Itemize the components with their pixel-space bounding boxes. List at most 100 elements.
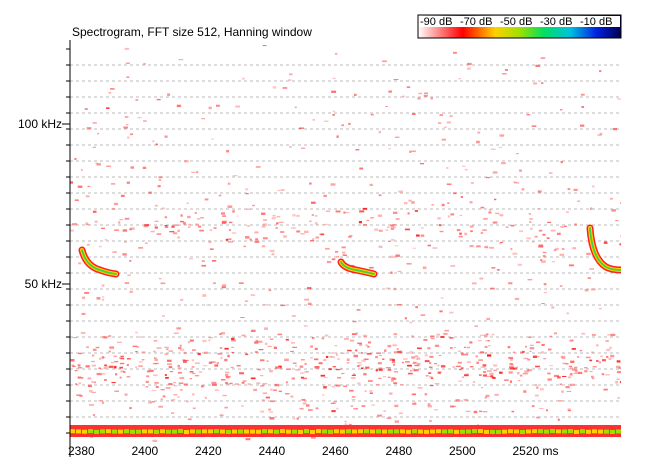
noise-speck (109, 366, 114, 368)
noise-speck (295, 369, 300, 371)
noise-speck (202, 340, 206, 342)
noise-speck (198, 353, 201, 355)
noise-speck (395, 255, 400, 257)
noise-speck (541, 82, 544, 84)
noise-speck (325, 335, 329, 337)
noise-speck (562, 358, 566, 360)
noise-speck (98, 400, 103, 401)
noise-speck (147, 370, 150, 372)
noise-speck (154, 359, 158, 361)
noise-speck (438, 372, 441, 374)
noise-speck (481, 387, 483, 388)
noise-speck (352, 396, 356, 397)
noise-speck (589, 360, 592, 362)
noise-speck (353, 321, 357, 322)
noise-speck (138, 247, 143, 248)
noise-speck (262, 383, 267, 384)
noise-speck (191, 172, 195, 173)
noise-speck (357, 309, 361, 311)
noise-speck (490, 288, 495, 290)
noise-speck (232, 352, 235, 353)
noise-speck (512, 411, 515, 413)
noise-speck (121, 195, 125, 197)
noise-speck (273, 215, 276, 217)
noise-speck (273, 86, 277, 88)
noise-speck (382, 60, 387, 62)
noise-speck (244, 246, 246, 248)
noise-speck (312, 337, 315, 339)
noise-speck (523, 390, 526, 393)
noise-speck (548, 349, 552, 351)
noise-speck (390, 272, 392, 274)
title: Spectrogram, FFT size 512, Hanning windo… (72, 25, 312, 39)
noise-speck (220, 347, 222, 348)
noise-speck (286, 381, 288, 383)
noise-speck (513, 352, 515, 353)
noise-speck (163, 396, 166, 398)
noise-speck (165, 374, 167, 376)
noise-speck (379, 230, 383, 232)
noise-speck (110, 88, 115, 90)
noise-speck (528, 279, 533, 280)
noise-speck (123, 229, 128, 231)
noise-speck (335, 345, 338, 346)
noise-speck (280, 231, 284, 233)
noise-speck (551, 230, 556, 232)
noise-speck (115, 373, 117, 375)
noise-speck (209, 362, 212, 364)
noise-speck (384, 349, 387, 352)
noise-speck (87, 127, 92, 129)
noise-speck (178, 372, 182, 374)
low-band-core (286, 430, 291, 434)
noise-speck (525, 346, 527, 348)
noise-speck (586, 253, 590, 255)
noise-speck (431, 338, 435, 339)
noise-speck (308, 409, 313, 411)
low-band-core (580, 429, 585, 433)
low-band-core (412, 429, 417, 433)
noise-speck (411, 335, 413, 337)
noise-speck (290, 396, 293, 398)
noise-speck (388, 91, 392, 93)
noise-speck (109, 351, 111, 353)
low-band-core (400, 429, 405, 433)
noise-speck (164, 347, 169, 348)
low-band-core (544, 430, 549, 434)
noise-speck (510, 380, 512, 383)
noise-speck (145, 243, 148, 244)
noise-speck (383, 410, 386, 411)
noise-speck (123, 127, 128, 129)
noise-speck (262, 226, 266, 228)
noise-speck (112, 208, 116, 210)
noise-speck (519, 230, 523, 232)
noise-speck (119, 357, 122, 359)
noise-speck (459, 369, 461, 370)
noise-speck (239, 372, 244, 374)
noise-speck (536, 356, 539, 357)
noise-speck (216, 105, 220, 107)
low-band-core (448, 429, 453, 433)
noise-speck (621, 369, 623, 371)
noise-speck (421, 314, 426, 315)
noise-speck (580, 350, 582, 351)
low-band-core (550, 429, 555, 433)
noise-speck (355, 350, 357, 352)
noise-speck (86, 365, 90, 367)
noise-speck (425, 393, 428, 395)
noise-speck (245, 354, 248, 356)
noise-speck (212, 260, 216, 262)
noise-speck (423, 267, 427, 270)
noise-speck (409, 351, 413, 353)
low-band-core (484, 430, 489, 434)
low-band-core (160, 429, 165, 433)
noise-speck (260, 375, 263, 376)
noise-speck (341, 353, 344, 354)
noise-speck (212, 384, 217, 386)
noise-speck (315, 215, 318, 216)
noise-speck (75, 370, 78, 371)
noise-speck (240, 317, 244, 318)
noise-speck (178, 367, 182, 369)
noise-speck (574, 223, 577, 225)
noise-speck (210, 229, 213, 231)
low-band-core (340, 430, 345, 434)
